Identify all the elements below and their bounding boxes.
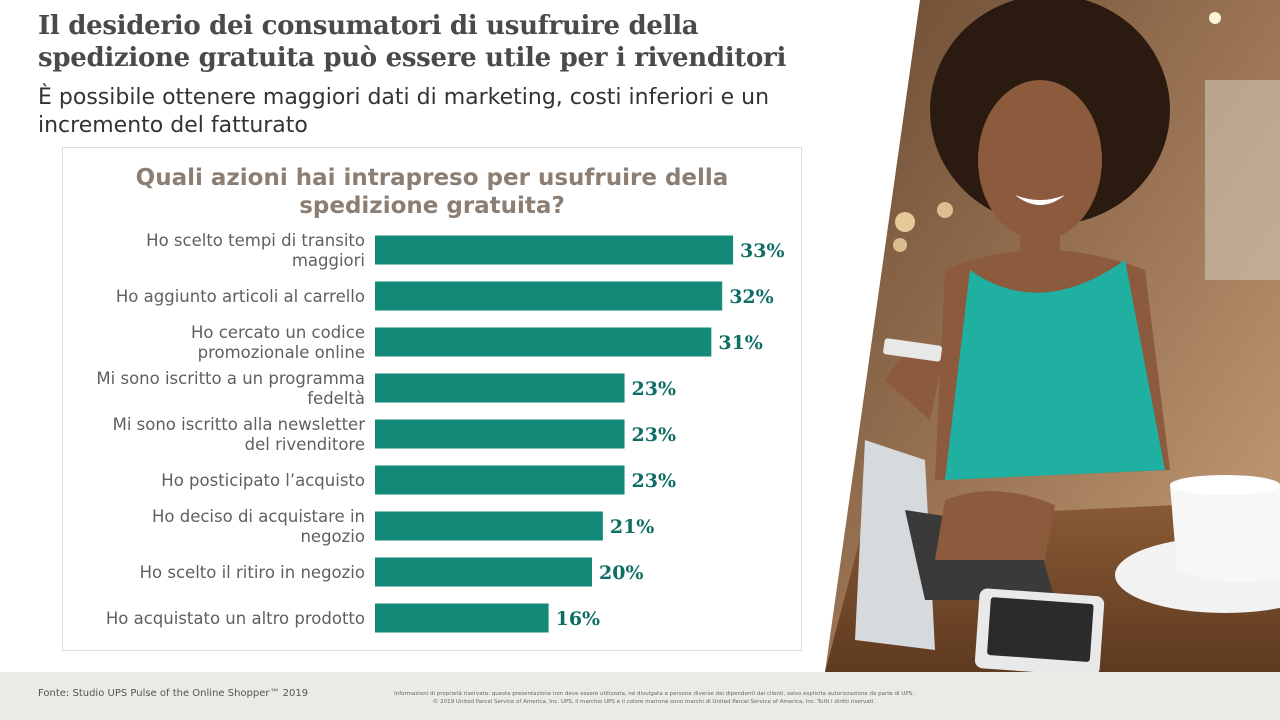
category-label: Mi sono iscritto a un programma fedeltà — [96, 369, 365, 408]
value-label: 32% — [729, 286, 774, 308]
category-label: Ho deciso di acquistare in negozio — [152, 507, 365, 546]
footer-legal: Informazioni di proprietà riservata: que… — [344, 690, 964, 706]
bar-group-7: Ho deciso di acquistare in negozio 21% — [152, 507, 654, 546]
footer: Fonte: Studio UPS Pulse of the Online Sh… — [0, 672, 1280, 720]
bar-group-4: Mi sono iscritto a un programma fedeltà 23… — [96, 369, 676, 408]
bar-group-3: Ho cercato un codice promozionale online 3… — [191, 323, 763, 362]
bar-group-6: Ho posticipato l’acquisto 23% — [161, 465, 677, 495]
category-label: Ho aggiunto articoli al carrello — [116, 287, 365, 306]
footer-source: Fonte: Studio UPS Pulse of the Online Sh… — [38, 688, 309, 699]
bar-chart: Ho scelto tempi di transito maggiori 33%Ho… — [96, 231, 785, 633]
slide-title: Il desiderio dei consumatori di usufruir… — [38, 11, 787, 73]
bar — [375, 327, 712, 357]
category-label: Ho scelto il ritiro in negozio — [140, 563, 365, 582]
bar-group-9: Ho acquistato un altro prodotto 16% — [106, 603, 601, 633]
category-label: Ho acquistato un altro prodotto — [106, 609, 365, 628]
chart-title: Quali azioni hai intrapreso per usufruir… — [135, 165, 729, 219]
category-label: Ho cercato un codice promozionale online — [191, 323, 365, 362]
bar-group-8: Ho scelto il ritiro in negozio 20% — [140, 557, 644, 587]
bar-group-1: Ho scelto tempi di transito maggiori 33% — [146, 231, 784, 270]
bar — [375, 511, 603, 541]
value-label: 31% — [718, 332, 763, 354]
value-label: 21% — [610, 516, 655, 538]
bar — [375, 603, 549, 633]
value-label: 23% — [632, 424, 677, 446]
footer-legal-line1: Informazioni di proprietà riservata: que… — [394, 691, 914, 697]
bar-group-2: Ho aggiunto articoli al carrello 32% — [116, 281, 774, 311]
value-label: 20% — [599, 562, 644, 584]
value-label: 16% — [556, 608, 601, 630]
category-label: Mi sono iscritto alla newsletter del rive… — [113, 415, 366, 454]
value-label: 33% — [740, 240, 785, 262]
bar — [375, 281, 723, 311]
category-label: Ho scelto tempi di transito maggiori — [146, 231, 365, 270]
bar — [375, 373, 625, 403]
slide-subtitle: È possibile ottenere maggiori dati di ma… — [38, 85, 770, 138]
hero-photo — [825, 0, 1280, 672]
footer-legal-line2: © 2019 United Parcel Service of America,… — [432, 699, 876, 705]
bar-group-5: Mi sono iscritto alla newsletter del rive… — [113, 415, 676, 454]
category-label: Ho posticipato l’acquisto — [161, 471, 365, 490]
bar — [375, 235, 734, 265]
woman-laptop-photo-icon — [825, 0, 1280, 672]
bar — [375, 557, 592, 587]
value-label: 23% — [632, 470, 677, 492]
chart-panel: Quali azioni hai intrapreso per usufruir… — [62, 147, 802, 651]
value-label: 23% — [632, 378, 677, 400]
bar — [375, 465, 625, 495]
bar — [375, 419, 625, 449]
